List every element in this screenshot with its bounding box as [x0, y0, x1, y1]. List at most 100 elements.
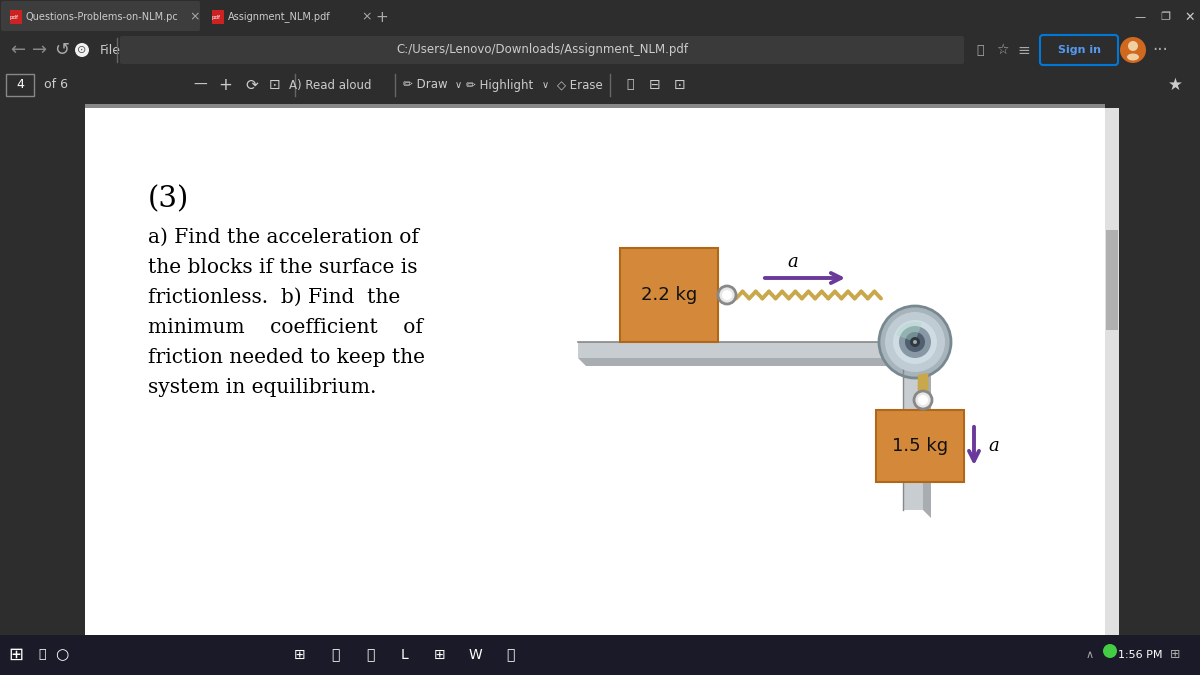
FancyArrowPatch shape: [970, 427, 979, 461]
Text: C:/Users/Lenovo/Downloads/Assignment_NLM.pdf: C:/Users/Lenovo/Downloads/Assignment_NLM…: [396, 43, 688, 57]
Text: Questions-Problems-on-NLM.pc: Questions-Problems-on-NLM.pc: [26, 12, 179, 22]
Text: 2.2 kg: 2.2 kg: [641, 286, 697, 304]
Bar: [0, 68, 1200, 104]
FancyBboxPatch shape: [120, 36, 964, 64]
Text: ★: ★: [1168, 76, 1182, 94]
Bar: [10, 10, 22, 24]
FancyBboxPatch shape: [1, 1, 200, 31]
Text: ∧: ∧: [1086, 650, 1094, 660]
Text: system in equilibrium.: system in equilibrium.: [148, 378, 377, 397]
Circle shape: [1103, 644, 1117, 658]
Bar: [876, 410, 964, 482]
Text: 4: 4: [16, 78, 24, 92]
Text: frictionless.  b) Find  the: frictionless. b) Find the: [148, 288, 401, 307]
Circle shape: [718, 286, 736, 304]
Bar: [904, 342, 923, 510]
Bar: [85, 108, 1105, 643]
Bar: [620, 248, 718, 342]
Text: a: a: [787, 253, 798, 271]
Circle shape: [74, 43, 89, 57]
Text: A) Read aloud: A) Read aloud: [289, 78, 371, 92]
Text: —: —: [193, 78, 206, 92]
Text: minimum    coefficient    of: minimum coefficient of: [148, 318, 422, 337]
Circle shape: [878, 306, 952, 378]
Text: +: +: [376, 9, 389, 24]
Text: friction needed to keep the: friction needed to keep the: [148, 348, 425, 367]
Text: 📁: 📁: [331, 648, 340, 662]
Circle shape: [722, 290, 732, 300]
Text: ⊟: ⊟: [649, 78, 661, 92]
FancyArrowPatch shape: [764, 273, 841, 283]
Text: ⊞: ⊞: [434, 648, 446, 662]
Circle shape: [893, 320, 937, 364]
Circle shape: [918, 395, 928, 405]
Bar: [1106, 230, 1118, 330]
Bar: [0, 32, 1200, 68]
Bar: [6, 74, 34, 96]
Text: ←: ←: [11, 41, 25, 59]
Text: ⊡: ⊡: [269, 78, 281, 92]
Text: ⊞: ⊞: [8, 646, 24, 664]
Text: 🔍: 🔍: [977, 43, 984, 57]
Circle shape: [899, 326, 931, 358]
Circle shape: [886, 312, 946, 372]
Bar: [212, 10, 224, 24]
Text: File: File: [100, 43, 121, 57]
Text: +: +: [218, 76, 232, 94]
Text: ☆: ☆: [996, 43, 1008, 57]
Text: 1.5 kg: 1.5 kg: [892, 437, 948, 455]
Text: Assignment_NLM.pdf: Assignment_NLM.pdf: [228, 11, 331, 22]
Circle shape: [1128, 41, 1138, 51]
Text: ○: ○: [55, 647, 68, 662]
Text: pdf: pdf: [10, 14, 19, 20]
Bar: [85, 104, 1105, 108]
Text: —: —: [1134, 12, 1146, 22]
Text: ✏ Draw: ✏ Draw: [403, 78, 448, 92]
Text: a) Find the acceleration of: a) Find the acceleration of: [148, 228, 419, 247]
Text: ✏ Highlight: ✏ Highlight: [467, 78, 534, 92]
Wedge shape: [896, 322, 922, 342]
Text: ···: ···: [1152, 41, 1168, 59]
Text: ⊞: ⊞: [1170, 649, 1181, 662]
Text: 1:56 PM: 1:56 PM: [1117, 650, 1163, 660]
Circle shape: [1120, 37, 1146, 63]
Text: of 6: of 6: [44, 78, 68, 92]
Bar: [578, 342, 913, 358]
Polygon shape: [578, 358, 922, 366]
Circle shape: [913, 340, 917, 344]
Polygon shape: [923, 342, 931, 518]
Text: ∨: ∨: [541, 80, 548, 90]
Text: ∨: ∨: [455, 80, 462, 90]
Text: ×: ×: [361, 11, 372, 24]
Bar: [0, 635, 1200, 675]
Text: ⊞: ⊞: [294, 648, 306, 662]
Text: ❐: ❐: [1160, 12, 1170, 22]
Text: ≡: ≡: [1018, 43, 1031, 57]
Circle shape: [910, 337, 920, 347]
Text: ⊙: ⊙: [77, 45, 86, 55]
Bar: [1105, 108, 1120, 643]
Polygon shape: [904, 342, 931, 350]
FancyBboxPatch shape: [203, 1, 372, 31]
Circle shape: [914, 391, 932, 409]
Text: the blocks if the surface is: the blocks if the surface is: [148, 258, 418, 277]
Text: ⟳: ⟳: [246, 78, 258, 92]
Text: 🔍: 🔍: [38, 649, 46, 662]
Bar: [0, 0, 1200, 32]
Text: (3): (3): [148, 185, 190, 213]
Text: a: a: [988, 437, 998, 455]
Text: →: →: [32, 41, 48, 59]
Text: ×: ×: [190, 11, 200, 24]
Text: L: L: [401, 648, 409, 662]
Text: ↺: ↺: [54, 41, 70, 59]
Text: ⊡: ⊡: [674, 78, 686, 92]
Text: ✕: ✕: [1184, 11, 1195, 24]
Circle shape: [905, 332, 925, 352]
Text: ◇ Erase: ◇ Erase: [557, 78, 602, 92]
Text: 🖨: 🖨: [626, 78, 634, 92]
Ellipse shape: [1127, 53, 1139, 61]
Text: Sign in: Sign in: [1057, 45, 1100, 55]
Text: 🌐: 🌐: [366, 648, 374, 662]
Text: pdf: pdf: [212, 14, 221, 20]
Text: W: W: [468, 648, 482, 662]
